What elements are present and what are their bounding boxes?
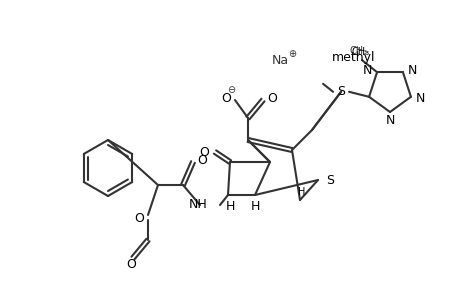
Text: CH₃: CH₃	[348, 46, 366, 56]
Text: H: H	[298, 187, 305, 197]
Text: H: H	[225, 200, 234, 214]
Text: N: N	[385, 113, 394, 127]
Text: S: S	[336, 85, 344, 98]
Text: N: N	[362, 64, 371, 77]
Text: N: N	[407, 64, 416, 77]
Text: N: N	[415, 92, 425, 105]
Text: ⊕: ⊕	[287, 49, 296, 59]
Text: CH₃: CH₃	[350, 47, 368, 57]
Text: H: H	[250, 200, 259, 214]
Text: O: O	[196, 154, 207, 166]
Text: S: S	[325, 173, 333, 187]
Text: O: O	[199, 146, 208, 158]
Text: O: O	[221, 92, 230, 104]
Text: Na: Na	[271, 53, 288, 67]
Text: O: O	[126, 257, 136, 271]
Text: NH: NH	[189, 199, 207, 212]
Text: O: O	[134, 212, 144, 224]
Text: O: O	[266, 92, 276, 104]
Text: ⊖: ⊖	[226, 85, 235, 95]
Text: methyl: methyl	[331, 51, 375, 64]
